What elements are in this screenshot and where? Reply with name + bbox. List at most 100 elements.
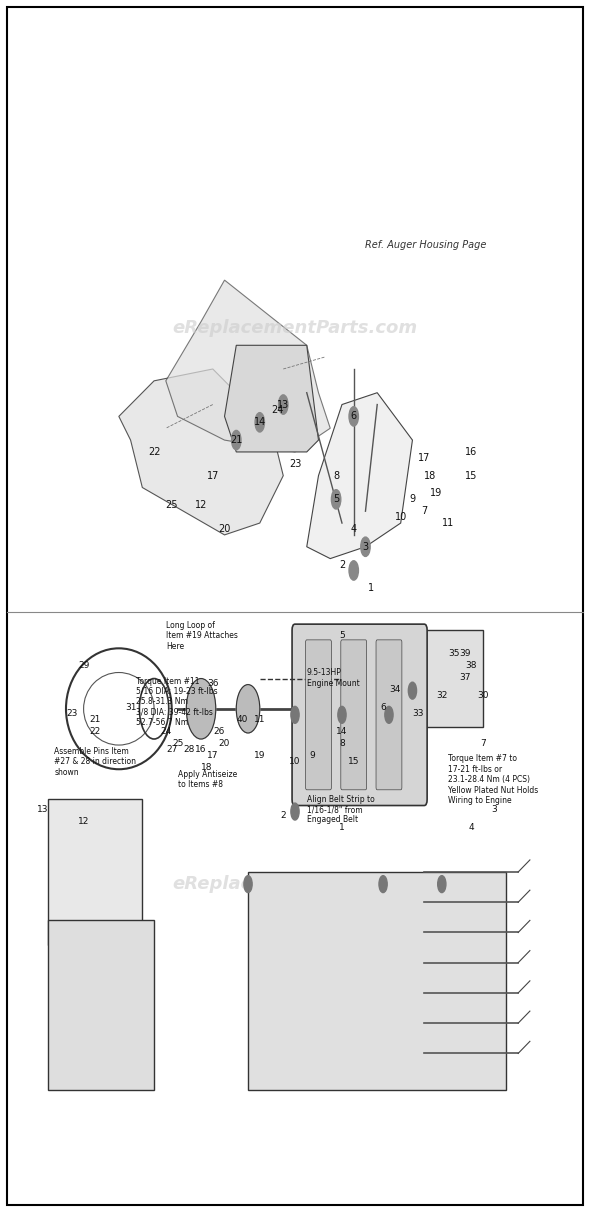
Text: 16: 16: [465, 447, 477, 457]
Text: eReplacementParts.com: eReplacementParts.com: [172, 319, 418, 337]
Bar: [401, 630, 483, 727]
Circle shape: [338, 707, 346, 724]
Text: 33: 33: [412, 709, 424, 719]
Text: 7: 7: [421, 507, 427, 516]
Text: 10: 10: [395, 513, 407, 522]
Text: 18: 18: [201, 764, 212, 772]
Text: 29: 29: [78, 662, 89, 670]
Text: 4: 4: [350, 524, 357, 534]
Text: 39: 39: [460, 650, 471, 658]
Text: 36: 36: [207, 680, 218, 688]
Text: 5: 5: [333, 494, 339, 504]
Text: 28: 28: [183, 745, 195, 754]
Text: 3: 3: [362, 542, 369, 551]
Text: 4: 4: [468, 823, 474, 831]
Circle shape: [291, 804, 299, 821]
Text: Torque Item #11
5/16 DIA: 19-23 ft-lbs
25.8-31.3 Nm
3/8 DIA: 39-42 ft-lbs
52.7-5: Torque Item #11 5/16 DIA: 19-23 ft-lbs 2…: [136, 676, 218, 727]
Circle shape: [186, 679, 216, 739]
Text: 31: 31: [125, 703, 136, 713]
Text: 40: 40: [237, 715, 248, 725]
Bar: [248, 871, 506, 1090]
Text: 26: 26: [213, 727, 224, 736]
Text: Align Belt Strip to
1/16-1/8" from
Engaged Belt: Align Belt Strip to 1/16-1/8" from Engag…: [307, 795, 375, 824]
Text: 10: 10: [289, 758, 301, 766]
Circle shape: [408, 682, 417, 699]
Circle shape: [255, 412, 264, 431]
Text: Torque Item #7 to
17-21 ft-lbs or
23.1-28.4 Nm (4 PCS)
Yellow Plated Nut Holds
W: Torque Item #7 to 17-21 ft-lbs or 23.1-2…: [448, 754, 538, 805]
Text: 16: 16: [195, 745, 206, 754]
Text: 30: 30: [477, 691, 489, 701]
Polygon shape: [119, 368, 283, 534]
Circle shape: [332, 490, 341, 509]
Text: 9.5-13HP
Engine Mount: 9.5-13HP Engine Mount: [307, 668, 359, 687]
Text: 18: 18: [424, 470, 436, 481]
FancyBboxPatch shape: [306, 640, 332, 790]
Circle shape: [379, 875, 387, 892]
Text: 7: 7: [480, 739, 486, 748]
Text: 17: 17: [418, 453, 430, 463]
Text: 19: 19: [254, 751, 266, 760]
Circle shape: [349, 561, 358, 581]
Bar: [48, 800, 142, 944]
Text: 12: 12: [195, 501, 207, 510]
Circle shape: [291, 707, 299, 724]
Text: 22: 22: [148, 447, 160, 457]
Text: 13: 13: [277, 400, 289, 410]
Text: 11: 11: [441, 518, 454, 528]
Text: 13: 13: [37, 805, 48, 814]
Text: 24: 24: [160, 727, 172, 736]
Text: 17: 17: [206, 470, 219, 481]
Text: 2: 2: [339, 560, 345, 570]
Text: 12: 12: [78, 817, 89, 827]
Circle shape: [385, 707, 393, 724]
Text: 5: 5: [339, 631, 345, 640]
Text: 20: 20: [218, 524, 231, 534]
Text: 9: 9: [310, 751, 316, 760]
Text: 11: 11: [254, 715, 266, 725]
Circle shape: [349, 407, 358, 427]
Polygon shape: [307, 393, 412, 559]
Circle shape: [236, 685, 260, 733]
Text: 1: 1: [339, 823, 345, 831]
Circle shape: [360, 537, 370, 556]
Text: 32: 32: [436, 691, 447, 701]
Text: Ref. Auger Housing Page: Ref. Auger Housing Page: [365, 240, 487, 250]
Text: 38: 38: [466, 662, 477, 670]
Circle shape: [438, 875, 446, 892]
Text: 3: 3: [492, 805, 497, 814]
Text: 27: 27: [166, 745, 178, 754]
Text: 25: 25: [165, 501, 178, 510]
Text: 37: 37: [460, 674, 471, 682]
Circle shape: [244, 875, 252, 892]
Text: 22: 22: [90, 727, 101, 736]
Text: 19: 19: [430, 488, 442, 498]
Text: 23: 23: [66, 709, 77, 719]
Text: 15: 15: [465, 470, 477, 481]
Text: 14: 14: [254, 417, 266, 428]
Text: 17: 17: [207, 751, 218, 760]
Text: Assemble Pins Item
#27 & 28 in direction
shown: Assemble Pins Item #27 & 28 in direction…: [54, 747, 136, 777]
Text: 8: 8: [339, 739, 345, 748]
Text: 14: 14: [336, 727, 348, 736]
Text: 15: 15: [348, 758, 359, 766]
Text: 21: 21: [90, 715, 101, 725]
FancyBboxPatch shape: [292, 624, 427, 806]
Text: 6: 6: [380, 703, 386, 713]
Circle shape: [232, 430, 241, 450]
Bar: [48, 920, 154, 1090]
Circle shape: [278, 395, 288, 415]
Text: eReplacementParts.com: eReplacementParts.com: [172, 875, 418, 893]
Text: 35: 35: [448, 650, 459, 658]
Text: Apply Antiseize
to Items #8: Apply Antiseize to Items #8: [178, 770, 237, 789]
Polygon shape: [225, 345, 319, 452]
FancyBboxPatch shape: [341, 640, 366, 790]
Text: 9: 9: [409, 494, 415, 504]
Text: 25: 25: [172, 739, 183, 748]
Text: 20: 20: [219, 739, 230, 748]
Text: 21: 21: [230, 435, 242, 445]
Text: 1: 1: [368, 583, 375, 593]
FancyBboxPatch shape: [376, 640, 402, 790]
Text: 23: 23: [289, 459, 301, 469]
Text: 2: 2: [280, 811, 286, 821]
Text: 34: 34: [389, 685, 401, 694]
